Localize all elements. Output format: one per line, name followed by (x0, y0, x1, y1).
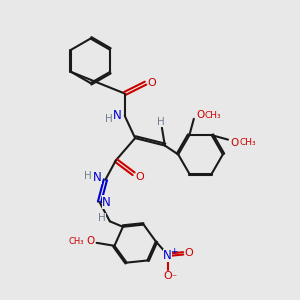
Text: O: O (230, 138, 239, 148)
Text: N: N (163, 249, 172, 262)
Text: O: O (86, 236, 94, 246)
Text: CH₃: CH₃ (68, 237, 84, 246)
Text: N: N (93, 171, 101, 184)
Text: N: N (102, 196, 110, 208)
Text: H: H (98, 213, 105, 224)
Text: O: O (196, 110, 205, 120)
Text: O: O (163, 271, 172, 281)
Text: N: N (113, 109, 122, 122)
Text: O: O (136, 172, 145, 182)
Text: O: O (148, 78, 157, 88)
Text: CH₃: CH₃ (205, 111, 221, 120)
Text: H: H (84, 171, 92, 181)
Text: O: O (185, 248, 194, 258)
Text: +: + (170, 247, 178, 256)
Text: H: H (158, 117, 165, 128)
Text: CH₃: CH₃ (239, 138, 256, 147)
Text: H: H (105, 114, 113, 124)
Text: ⁻: ⁻ (171, 274, 176, 284)
